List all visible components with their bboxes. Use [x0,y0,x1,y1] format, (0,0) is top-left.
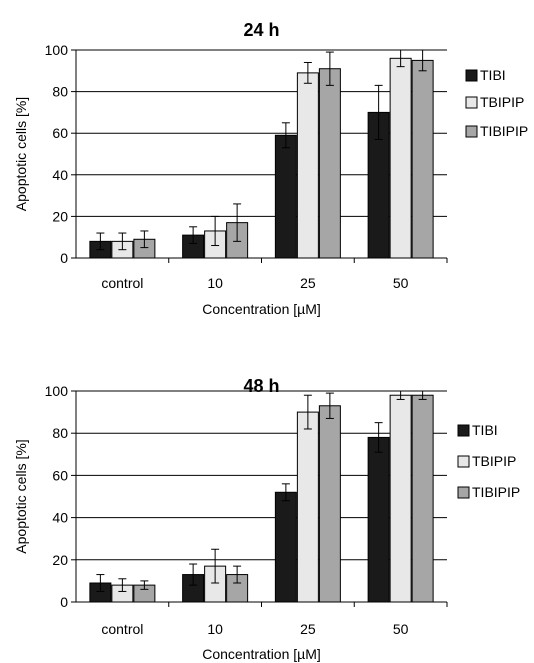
chart1-x-axis-label: Concentration [µM] [202,301,321,317]
chart1-x-tick-label: control [101,275,143,291]
chart2-legend-label-tibipip: TIBIPIP [472,484,520,500]
chart1-x-tick-label: 25 [300,275,316,291]
chart1-y-tick-label: 60 [52,125,68,141]
chart1-y-axis-label: Apoptotic cells [%] [13,97,29,211]
chart2-bar-tibi-25 [274,491,297,603]
chart2-legend-label-tibi: TIBI [472,422,498,438]
chart2-legend-label-tbipip: TBIPIP [472,453,516,469]
chart2-bar-tibipip-50 [411,394,434,603]
chart2-x-axis-label: Concentration [µM] [202,646,321,662]
chart2-y-axis-label: Apoptotic cells [%] [13,439,29,553]
chart2-x-tick-label: 25 [300,621,316,637]
chart2-legend-swatch-tibi [457,424,470,437]
chart1-legend-label-tbipip: TBIPIP [480,94,524,110]
chart2-y-tick-label: 0 [60,594,68,610]
chart2-legend-swatch-tibipip [457,486,470,499]
chart2-y-tick-label: 60 [52,467,68,483]
chart2-y-tick-label: 20 [52,552,68,568]
chart2-bar-tbipip-25 [296,411,319,603]
chart1-bar-tibi-25 [274,134,297,259]
chart1-title: 24 h [243,20,279,40]
chart1-y-tick-label: 0 [60,250,68,266]
chart1-bar-tbipip-25 [296,72,319,259]
chart2-y-tick-label: 40 [52,510,68,526]
chart2-title: 48 h [243,376,279,396]
chart1-bar-tibipip-25 [318,68,341,259]
chart2-legend-swatch-tbipip [457,455,470,468]
chart1-legend-label-tibi: TIBI [480,67,506,83]
chart2-y-tick-label: 100 [45,383,69,399]
chart1-legend-swatch-tbipip [465,96,478,109]
chart2-x-tick-label: control [101,621,143,637]
chart1-y-tick-label: 100 [45,42,69,58]
chart1-x-tick-label: 10 [207,275,223,291]
chart2-x-tick-label: 10 [207,621,223,637]
chart1-y-tick-label: 80 [52,84,68,100]
chart1-bar-tibipip-50 [411,59,434,259]
chart1-y-tick-label: 20 [52,208,68,224]
chart1-legend-label-tibipip: TIBIPIP [480,123,528,139]
chart1-y-tick-label: 40 [52,167,68,183]
chart1-x-tick-label: 50 [393,275,409,291]
chart2-y-tick-label: 80 [52,425,68,441]
chart1-bar-tbipip-50 [389,57,412,259]
chart1-legend-swatch-tibipip [465,125,478,138]
chart2-bar-tibipip-25 [318,405,341,603]
chart2-bar-tibi-50 [367,436,390,603]
chart1-legend-swatch-tibi [465,69,478,82]
chart2-bar-tbipip-50 [389,394,412,603]
chart2-x-tick-label: 50 [393,621,409,637]
